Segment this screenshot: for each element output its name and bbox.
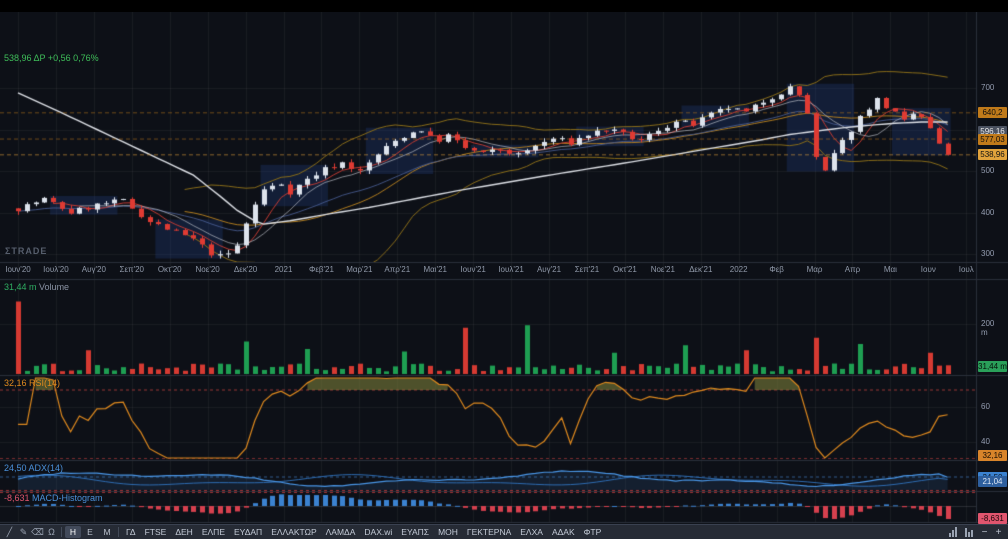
x-axis-label: Απρ [844, 265, 861, 274]
ticker-tab-ΔΕΗ[interactable]: ΔΕΗ [175, 526, 193, 537]
volume-legend: 31,44 m Volume [4, 282, 69, 292]
price-label-box: 596,16 [978, 125, 1007, 137]
pencil-tool-icon[interactable]: ✎ [19, 526, 28, 537]
x-axis-label: Σεπ'20 [119, 265, 145, 274]
volume-label-box: 31,44 m [978, 360, 1007, 372]
adx-legend: 24,50 ADX(14) [4, 463, 64, 473]
rsi-label-box: 32,16 [978, 449, 1007, 461]
x-axis-label: Φεβ'21 [308, 265, 334, 274]
x-axis-label: Μαρ'21 [346, 265, 373, 274]
x-axis-label: Ιουν [920, 265, 936, 274]
x-axis-label: Ιουλ'21 [498, 265, 524, 274]
bottom-toolbar: ╱ ✎ ⌫ Ω Η Ε Μ ΓΔ FTSE ΔΕΗ ΕΛΠΕ ΕΥΔΑΠ ΕΛΛΑΚΤΩΡ ΛΑΜΔΑ DA… [0, 524, 1008, 539]
ticker-tab-ΓΕΚΤΕΡΝΑ[interactable]: ΓΕΚΤΕΡΝΑ [466, 526, 512, 537]
toolbar-separator [118, 527, 119, 537]
volume-value: 31,44 m [4, 282, 37, 292]
volume-tick: 200 m [981, 319, 995, 337]
omega-tool-icon[interactable]: Ω [48, 526, 55, 537]
x-axis-label: Μαι [883, 265, 897, 274]
rsi-tick: 40 [981, 436, 990, 446]
x-axis-label: 2021 [274, 265, 293, 274]
chart-columns-icon[interactable] [962, 526, 977, 538]
macd-indicator-name: MACD-Histogram [32, 493, 103, 503]
price-label-box: 577,03 [978, 133, 1007, 145]
ticker-tab-ΕΛΛΑΚΤΩΡ[interactable]: ΕΛΛΑΚΤΩΡ [271, 526, 317, 537]
ticker-tab-ΜΟΗ[interactable]: ΜΟΗ [438, 526, 458, 537]
price-label-box: 538,96 [978, 149, 1007, 161]
chart-bars-icon[interactable] [946, 526, 961, 538]
ticker-tab-DAX.wi[interactable]: DAX.wi [364, 526, 393, 537]
price-tick: 400 [981, 207, 995, 217]
x-axis-label: Μαρ [806, 265, 823, 274]
macd-legend: -8,631 MACD-Histogram [4, 493, 103, 503]
x-axis-label: 2022 [729, 265, 748, 274]
volume-indicator-name: Volume [39, 282, 70, 292]
ticker-tab-ΕΛΠΕ[interactable]: ΕΛΠΕ [201, 526, 225, 537]
rsi-legend: 32,16 RSI(14) [4, 378, 61, 388]
window-topbar [0, 0, 1008, 12]
timeframe-Ε[interactable]: Ε [87, 527, 93, 537]
ticker-tab-ΛΑΜΔΑ[interactable]: ΛΑΜΔΑ [325, 526, 356, 537]
x-axis-label: Νοε'20 [195, 265, 220, 274]
x-axis-label: Απρ'21 [384, 265, 411, 274]
ticker-tab-ΓΔ[interactable]: ΓΔ [126, 526, 136, 537]
trendline-tool-icon[interactable]: ╱ [6, 526, 13, 537]
price-tick: 500 [981, 166, 995, 175]
x-axis-label: Ιουν'20 [5, 265, 31, 274]
x-axis-label: Σεπ'21 [574, 265, 600, 274]
x-axis-label: Αυγ'21 [536, 265, 562, 274]
x-axis-label: Νοε'21 [650, 265, 675, 274]
ticker-tab-FTSE[interactable]: FTSE [144, 526, 167, 537]
price-tick: 300 [981, 249, 995, 258]
x-axis-label: Μαι'21 [423, 265, 447, 274]
x-axis-label: Αυγ'20 [81, 265, 106, 274]
timeframe-Η[interactable]: Η [65, 526, 81, 538]
macd-label-box: -8,631 [978, 513, 1007, 525]
x-axis-label: Φεβ [769, 265, 784, 274]
x-axis-label: Ιουλ [958, 265, 974, 274]
timeframe-Μ[interactable]: Μ [103, 527, 111, 537]
ticker-tab-ΕΥΔΑΠ[interactable]: ΕΥΔΑΠ [233, 526, 263, 537]
x-axis-label: Οκτ'20 [157, 265, 182, 274]
zoom-out-button[interactable]: − [981, 526, 988, 538]
adx-label-box: 21,04 [978, 476, 1007, 488]
ticker-tab-ΑΔΑΚ[interactable]: ΑΔΑΚ [551, 526, 575, 537]
x-axis-label: Δεκ'20 [233, 265, 258, 274]
eraser-tool-icon[interactable]: ⌫ [31, 526, 44, 537]
toolbar-separator [61, 527, 62, 537]
ticker-tab-ΕΥΑΠΣ[interactable]: ΕΥΑΠΣ [401, 526, 430, 537]
ticker-tab-ΕΛΧΑ[interactable]: ΕΛΧΑ [520, 526, 543, 537]
rsi-tick: 60 [981, 402, 990, 412]
price-label-box: 640,2 [978, 107, 1007, 119]
zoom-in-button[interactable]: + [995, 526, 1002, 538]
ticker-tab-ΦΤΡ[interactable]: ΦΤΡ [583, 526, 602, 537]
x-axis-label: Δεκ'21 [689, 265, 713, 274]
x-axis-label: Ιουλ'20 [43, 265, 69, 274]
x-axis-label: Ιουν'21 [460, 265, 486, 274]
x-axis-label: Οκτ'21 [612, 265, 637, 274]
price-legend: 538,96 ΔΡ +0,56 0,76% [4, 53, 99, 63]
watermark: ΣTRADE [5, 246, 48, 256]
price-tick: 700 [981, 83, 995, 92]
macd-value: -8,631 [4, 493, 30, 503]
